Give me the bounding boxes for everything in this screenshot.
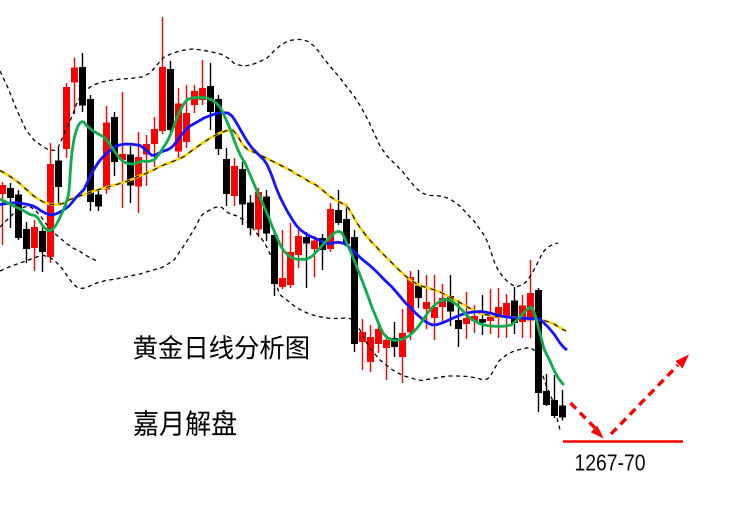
svg-text:1267-70: 1267-70	[575, 450, 646, 476]
